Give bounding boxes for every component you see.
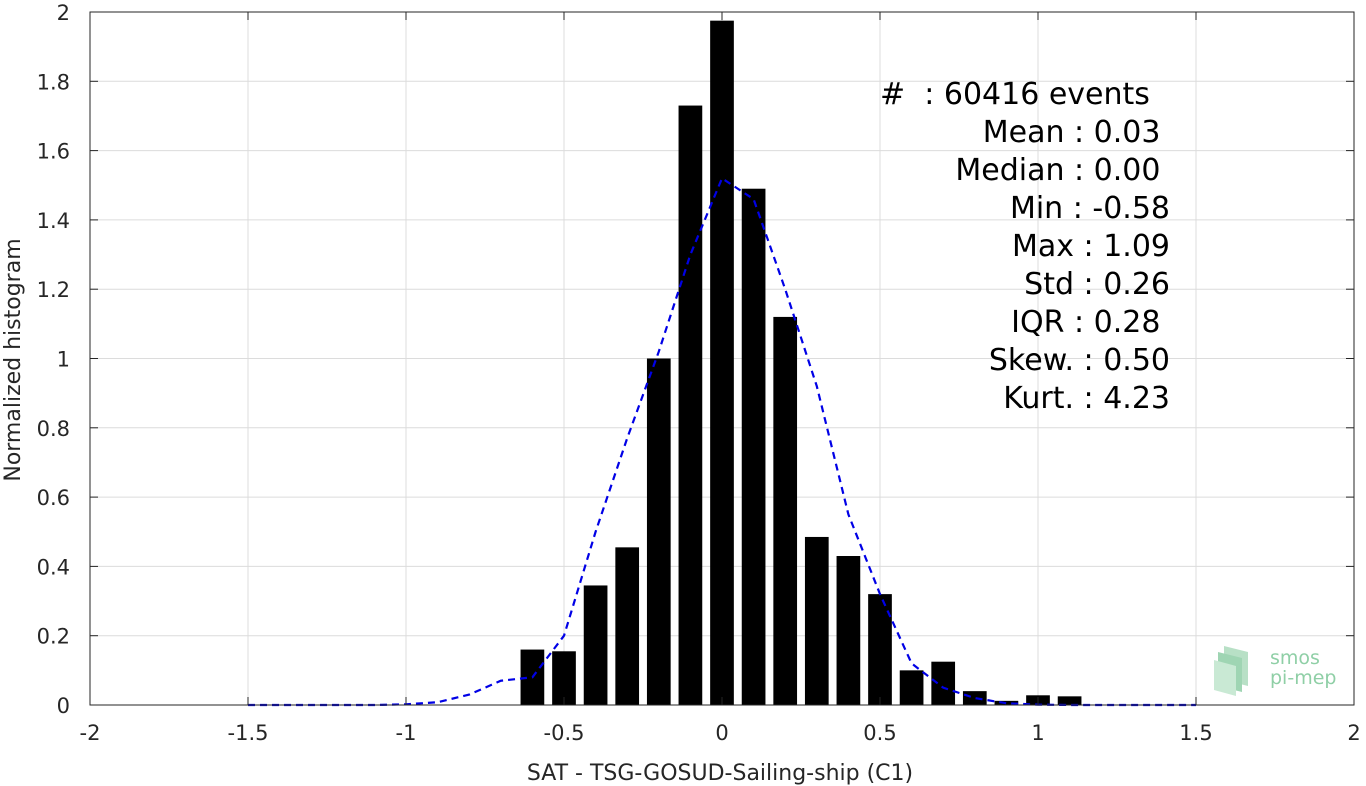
x-tick-label: 0.5: [863, 721, 896, 745]
logo-text-pimep: pi-mep: [1270, 667, 1337, 689]
y-axis-label: Normalized histogram: [1, 238, 26, 481]
stat-kurt: Kurt. : 4.23: [1003, 381, 1170, 416]
histogram-bar: [1057, 696, 1082, 705]
histogram-bar: [994, 700, 1019, 705]
stat-max: Max : 1.09: [1012, 229, 1170, 264]
histogram-bar: [899, 670, 924, 705]
histogram-bar: [583, 585, 608, 705]
stat-skew: Skew. : 0.50: [988, 343, 1170, 378]
histogram-bar: [804, 536, 829, 705]
y-tick-label: 1.6: [37, 140, 70, 164]
y-tick-label: 0.4: [37, 555, 70, 579]
y-tick-label: 1.8: [37, 70, 70, 94]
statistics-annotation: # : 60416 events Mean : 0.03 Median : 0.…: [880, 76, 1170, 418]
histogram-bar: [773, 316, 798, 705]
histogram-bar: [868, 594, 892, 705]
logo-text-smos: smos: [1270, 647, 1320, 669]
x-tick-label: -1.5: [228, 721, 269, 745]
histogram-bar: [552, 651, 576, 705]
histogram-bar: [962, 691, 987, 705]
smos-pimep-logo: smos pi-mep: [1212, 642, 1352, 698]
histogram-bar: [646, 358, 671, 705]
histogram-bar: [931, 661, 956, 705]
stat-events: # : 60416 events: [880, 77, 1150, 112]
stat-iqr: IQR : 0.28: [1011, 305, 1170, 340]
stat-median: Median : 0.00: [955, 153, 1170, 188]
x-tick-label: 1.5: [1179, 721, 1212, 745]
histogram-bar: [710, 20, 734, 706]
histogram-bar: [615, 547, 640, 705]
axes: [89, 11, 1355, 706]
y-tick-label: 0.6: [37, 486, 70, 510]
y-tick-label: 2: [57, 1, 70, 25]
x-tick-label: -1: [396, 721, 417, 745]
histogram-bar: [836, 556, 861, 705]
histogram-bar: [678, 105, 703, 706]
y-tick-label: 0.2: [37, 625, 70, 649]
x-tick-label: 2: [1347, 721, 1360, 745]
x-tick-label: 0: [715, 721, 728, 745]
y-tick-label: 1.2: [37, 278, 70, 302]
x-tick-label: -2: [80, 721, 101, 745]
y-tick-label: 1.4: [37, 209, 70, 233]
tick-labels: -2 -1.5 -1 -0.5 0 0.5 1 1.5 2 0 0.2 0.4 0.6 0.8 1 1.2 1.…: [37, 1, 1361, 745]
stat-min: Min : -0.58: [1009, 191, 1170, 226]
x-tick-label: -0.5: [544, 721, 585, 745]
x-axis-label: SAT - TSG-GOSUD-Sailing-ship (C1): [527, 761, 913, 786]
logo-icon: [1214, 646, 1248, 696]
stat-mean: Mean : 0.03: [982, 115, 1170, 150]
stat-std: Std : 0.26: [1024, 267, 1170, 302]
x-tick-label: 1: [1031, 721, 1044, 745]
y-tick-label: 1: [57, 348, 70, 372]
y-tick-label: 0: [57, 694, 70, 718]
y-tick-label: 0.8: [37, 417, 70, 441]
histogram-bar: [741, 188, 766, 706]
